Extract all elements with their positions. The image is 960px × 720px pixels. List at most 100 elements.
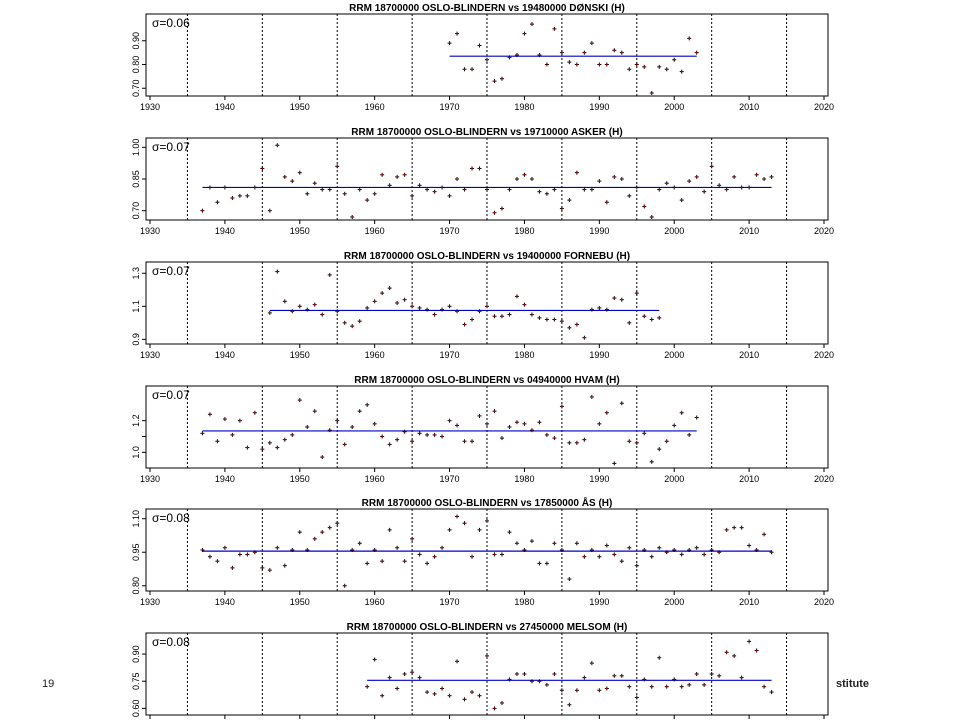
data-point-center <box>456 515 458 518</box>
data-point <box>717 183 722 188</box>
chart-panel-2: RRM 18700000 OSLO-BLINDERN vs 19710000 A… <box>131 127 834 236</box>
data-point-center <box>531 178 533 180</box>
data-point <box>260 447 265 452</box>
data-point <box>410 670 415 675</box>
chart-title: RRM 18700000 OSLO-BLINDERN vs 19710000 A… <box>351 127 622 138</box>
data-point <box>552 187 557 192</box>
data-point <box>694 174 699 179</box>
data-point <box>230 196 235 200</box>
data-point <box>559 688 564 693</box>
data-point-center <box>636 565 638 567</box>
data-point <box>320 530 325 535</box>
data-point-center <box>628 686 630 688</box>
data-point <box>627 193 632 198</box>
data-point <box>589 394 594 399</box>
data-point <box>574 688 579 693</box>
data-point-center <box>568 61 570 63</box>
data-point-center <box>471 318 473 321</box>
data-point <box>395 174 400 179</box>
data-point <box>507 530 512 535</box>
data-point-center <box>636 186 638 189</box>
data-point <box>552 541 557 546</box>
data-point <box>642 314 647 319</box>
data-point <box>619 50 624 55</box>
data-point-center <box>486 305 488 307</box>
data-point-center <box>366 199 368 201</box>
data-point-center <box>568 704 570 706</box>
data-point <box>350 548 355 552</box>
data-point <box>672 677 677 682</box>
data-point-center <box>696 176 698 178</box>
data-point-center <box>381 292 383 294</box>
data-point-center <box>688 37 690 39</box>
data-point-center <box>239 420 241 422</box>
data-point <box>230 432 235 437</box>
data-point <box>215 439 220 444</box>
data-point-center <box>336 420 338 422</box>
data-point-center <box>336 310 338 312</box>
data-point <box>552 436 557 441</box>
data-point <box>762 177 767 181</box>
data-point <box>455 177 460 181</box>
data-point-center <box>643 205 645 208</box>
data-point <box>372 657 377 662</box>
data-point <box>747 543 752 548</box>
data-point-center <box>763 686 765 688</box>
data-point <box>312 536 317 541</box>
data-point <box>507 187 512 192</box>
data-point <box>582 50 587 55</box>
data-point-center <box>726 529 728 531</box>
data-point-center <box>284 300 286 302</box>
data-point-center <box>411 440 413 442</box>
data-point-center <box>374 300 376 302</box>
data-point-center <box>426 309 428 311</box>
x-tick-label: 2010 <box>739 102 759 112</box>
data-point-center <box>688 434 690 436</box>
chart-panel-3: RRM 18700000 OSLO-BLINDERN vs 19400000 F… <box>131 251 834 360</box>
data-point <box>275 143 280 148</box>
data-point <box>275 269 280 274</box>
data-point <box>320 312 325 317</box>
data-point-center <box>344 322 346 324</box>
data-point <box>597 688 602 693</box>
data-point-center <box>433 556 436 558</box>
data-point <box>589 307 594 312</box>
data-point <box>417 552 422 557</box>
data-point <box>582 554 587 559</box>
y-tick-label: 1.3 <box>131 267 141 280</box>
data-point <box>357 409 362 414</box>
data-point-center <box>419 184 421 186</box>
data-point-center <box>321 531 323 533</box>
data-point-center <box>501 702 503 704</box>
data-point <box>207 185 212 190</box>
data-point <box>567 60 572 65</box>
y-tick-label: 1.10 <box>131 510 141 528</box>
data-point-center <box>591 549 593 551</box>
data-point <box>477 309 482 314</box>
data-point <box>387 286 392 291</box>
data-point <box>462 521 467 526</box>
data-point-center <box>553 673 555 675</box>
data-point <box>305 307 310 312</box>
data-point-center <box>508 56 511 58</box>
x-tick-label: 1990 <box>589 102 609 112</box>
y-tick-label: 1.0 <box>131 446 141 459</box>
data-point <box>589 187 594 192</box>
data-point-center <box>441 435 443 438</box>
data-point <box>462 67 467 72</box>
data-point <box>567 325 572 330</box>
data-point <box>702 682 707 687</box>
data-point-center <box>568 442 570 444</box>
data-point <box>627 439 632 444</box>
data-point-center <box>516 178 518 180</box>
data-point-center <box>681 553 683 556</box>
data-point-center <box>419 677 421 679</box>
data-point <box>754 548 759 552</box>
data-point-center <box>561 689 563 691</box>
data-point <box>574 62 579 67</box>
data-point-center <box>419 553 421 556</box>
data-point-center <box>688 549 690 551</box>
data-point <box>634 291 639 296</box>
data-point-center <box>209 186 211 189</box>
data-point-center <box>621 675 623 677</box>
